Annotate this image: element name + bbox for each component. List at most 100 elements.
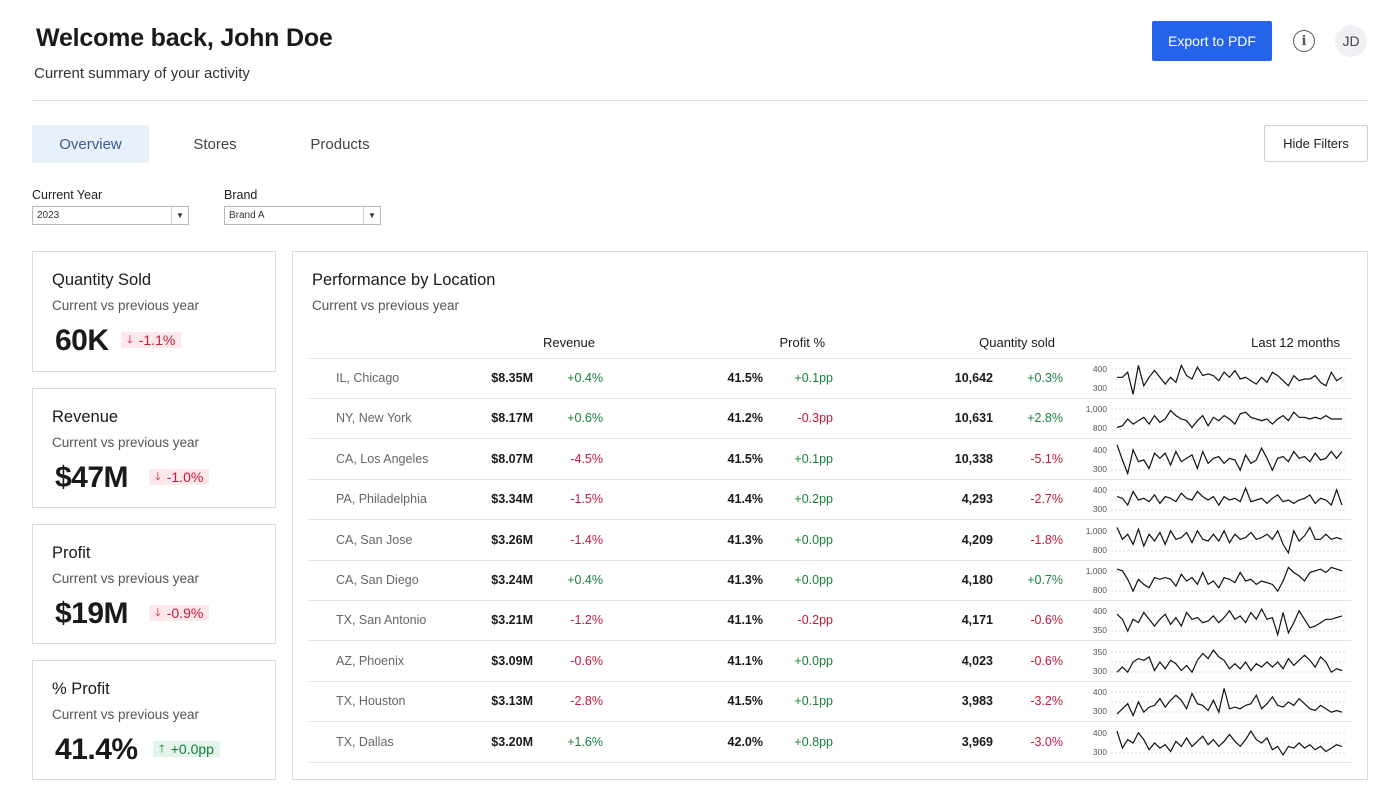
cell-revenue-delta: -1.5% (570, 492, 603, 507)
cell-profit-delta: -0.3pp (797, 411, 833, 426)
cell-profit-delta: +0.2pp (794, 492, 833, 507)
year-select[interactable]: 2023 ▼ (32, 206, 189, 225)
tab-stores[interactable]: Stores (193, 135, 237, 153)
cell-revenue: $3.13M (491, 694, 533, 709)
kpi-delta-value: -0.9% (166, 605, 204, 621)
table-row[interactable]: PA, Philadelphia $3.34M -1.5% 41.4% +0.2pp 4,… (309, 480, 1351, 521)
info-icon[interactable]: i (1293, 30, 1315, 52)
cell-profit: 41.5% (727, 371, 763, 385)
arrow-up-icon: 🡑 (159, 743, 165, 755)
sparkline-chart (1111, 688, 1345, 718)
arrow-down-icon: 🡓 (127, 334, 133, 346)
kpi-value: $19M (55, 597, 129, 630)
kpi-value: 60K (55, 324, 109, 357)
kpi-card-profit-percent: % Profit Current vs previous year 41.4% … (32, 660, 276, 780)
kpi-title: Revenue (52, 408, 119, 426)
sparkline-axis-bottom: 800 (1092, 423, 1107, 434)
export-pdf-button[interactable]: Export to PDF (1152, 21, 1272, 61)
sparkline: 400 300 (1079, 480, 1351, 520)
cell-quantity-delta: -0.6% (1030, 613, 1063, 628)
sparkline-axis-top: 400 (1092, 364, 1107, 374)
cell-revenue-delta: -4.5% (570, 451, 603, 466)
table-row[interactable]: TX, Dallas $3.20M +1.6% 42.0% +0.8pp 3,969 -3.… (309, 723, 1351, 763)
sparkline-chart (1111, 608, 1345, 638)
cell-revenue: $3.26M (491, 532, 533, 547)
table-row[interactable]: IL, Chicago $8.35M +0.4% 41.5% +0.1pp 10,642 +… (309, 359, 1351, 399)
cell-quantity-delta: -0.6% (1030, 653, 1063, 668)
sparkline: 1,000 800 (1079, 399, 1351, 439)
cell-profit-delta: +0.0pp (794, 532, 833, 547)
sparkline-axis-bottom: 300 (1092, 665, 1107, 676)
cell-quantity: 4,023 (961, 653, 993, 668)
cell-quantity-delta: -1.8% (1030, 532, 1063, 547)
kpi-subtitle: Current vs previous year (52, 435, 200, 450)
cell-quantity-delta: -3.0% (1030, 734, 1063, 749)
sparkline-axis-top: 400 (1092, 606, 1107, 617)
sparkline-series (1116, 525, 1343, 555)
table-row[interactable]: CA, San Jose $3.26M -1.4% 41.3% +0.0pp 4,209 -… (309, 521, 1351, 561)
cell-location: CA, Los Angeles (336, 451, 429, 466)
sparkline-series (1116, 566, 1343, 593)
table-row[interactable]: TX, San Antonio $3.21M -1.2% 41.1% -0.2pp 4,1… (309, 601, 1351, 642)
year-select-value: 2023 (37, 210, 60, 221)
cell-location: CA, San Diego (336, 573, 419, 587)
sparkline: 400 350 (1079, 601, 1351, 641)
panel-subtitle: Current vs previous year (312, 298, 460, 313)
table-row[interactable]: AZ, Phoenix $3.09M -0.6% 41.1% +0.0pp 4,023 -0… (309, 642, 1351, 682)
cell-revenue-delta: -0.6% (570, 653, 603, 668)
sparkline-chart (1111, 408, 1345, 430)
column-header-quantity[interactable]: Quantity sold (979, 335, 1055, 350)
chevron-down-icon[interactable]: ▼ (171, 207, 188, 224)
tab-overview[interactable]: Overview (32, 125, 149, 163)
column-header-revenue[interactable]: Revenue (542, 335, 595, 350)
kpi-value: $47M (55, 461, 129, 494)
sparkline-chart (1111, 486, 1345, 511)
arrow-down-icon: 🡓 (155, 607, 161, 619)
kpi-card-revenue: Revenue Current vs previous year $47M 🡓 -… (32, 388, 276, 508)
cell-quantity-delta: -5.1% (1030, 451, 1063, 466)
cell-profit-delta: +0.0pp (794, 653, 833, 668)
column-header-trend: Last 12 months (1251, 335, 1340, 350)
brand-select[interactable]: Brand A ▼ (224, 206, 381, 225)
sparkline-series (1116, 444, 1343, 476)
hide-filters-button[interactable]: Hide Filters (1264, 125, 1368, 162)
sparkline-axis-top: 1,000 (1085, 525, 1107, 536)
page-title: Welcome back, John Doe (36, 24, 333, 52)
cell-quantity: 4,180 (961, 573, 993, 587)
table-row[interactable]: NY, New York $8.17M +0.6% 41.2% -0.3pp 10,631… (309, 399, 1351, 440)
sparkline-axis-bottom: 300 (1092, 463, 1107, 474)
sparkline: 1,000 800 (1079, 561, 1351, 601)
cell-profit: 41.3% (727, 532, 763, 547)
cell-quantity: 3,983 (961, 694, 993, 709)
cell-profit: 41.1% (727, 653, 763, 668)
kpi-delta-badge: 🡓 -1.1% (121, 332, 182, 348)
cell-revenue: $3.09M (491, 653, 533, 668)
sparkline: 400 300 (1079, 723, 1351, 763)
table-row[interactable]: CA, San Diego $3.24M +0.4% 41.3% +0.0pp 4,180… (309, 561, 1351, 601)
kpi-title: Quantity Sold (52, 271, 152, 289)
page-header: Welcome back, John Doe Current summary o… (32, 0, 1368, 101)
avatar[interactable]: JD (1335, 25, 1367, 57)
chevron-down-icon[interactable]: ▼ (363, 207, 380, 224)
column-header-profit[interactable]: Profit % (779, 335, 825, 350)
cell-quantity: 10,631 (954, 411, 993, 426)
cell-location: TX, Houston (336, 694, 406, 709)
tab-products[interactable]: Products (310, 135, 370, 153)
kpi-card-quantity-sold: Quantity Sold Current vs previous year 6… (32, 251, 276, 372)
cell-location: NY, New York (336, 411, 412, 426)
cell-profit: 41.2% (727, 411, 763, 426)
table-row[interactable]: CA, Los Angeles $8.07M -4.5% 41.5% +0.1pp 10,… (309, 440, 1351, 480)
cell-quantity-delta: +0.7% (1027, 573, 1063, 587)
cell-revenue: $3.34M (491, 492, 533, 507)
kpi-delta-badge: 🡑 +0.0pp (153, 741, 220, 757)
table-row[interactable]: TX, Houston $3.13M -2.8% 41.5% +0.1pp 3,983 -3… (309, 682, 1351, 723)
sparkline-series (1116, 608, 1343, 638)
cell-quantity: 4,293 (961, 492, 993, 507)
cell-revenue-delta: -1.4% (570, 532, 603, 547)
year-filter: Current Year 2023 ▼ (32, 188, 189, 225)
cell-quantity-delta: -3.2% (1030, 694, 1063, 709)
sparkline-axis-top: 350 (1092, 646, 1107, 657)
sparkline-chart (1111, 363, 1345, 395)
brand-filter: Brand Brand A ▼ (224, 188, 381, 225)
cell-quantity-delta: +2.8% (1027, 411, 1063, 426)
